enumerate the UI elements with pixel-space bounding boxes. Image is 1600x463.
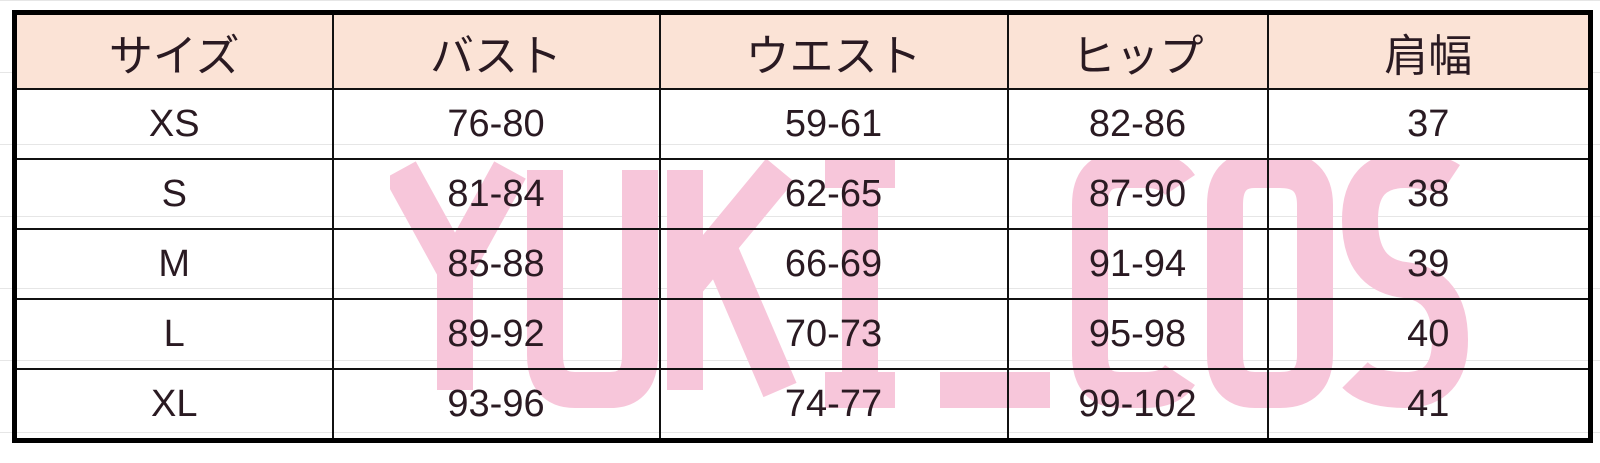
cell-hip: 99-102 [1006, 368, 1269, 442]
header-size: サイズ [13, 11, 334, 90]
cell-waist: 74-77 [658, 368, 1009, 442]
cell-shoulder: 37 [1266, 88, 1592, 160]
table-row: XL 93-96 74-77 99-102 41 [13, 368, 1592, 442]
header-shoulder: 肩幅 [1266, 11, 1592, 90]
header-waist: ウエスト [658, 11, 1009, 90]
header-hip: ヒップ [1006, 11, 1269, 90]
cell-shoulder: 38 [1266, 158, 1592, 230]
cell-hip: 95-98 [1006, 298, 1269, 370]
cell-shoulder: 39 [1266, 228, 1592, 300]
table-row: L 89-92 70-73 95-98 40 [13, 298, 1592, 370]
cell-shoulder: 41 [1266, 368, 1592, 442]
cell-bust: 81-84 [331, 158, 661, 230]
cell-bust: 76-80 [331, 88, 661, 160]
cell-waist: 66-69 [658, 228, 1009, 300]
cell-waist: 62-65 [658, 158, 1009, 230]
cell-bust: 85-88 [331, 228, 661, 300]
header-row: サイズ バスト ウエスト ヒップ 肩幅 [13, 11, 1592, 90]
cell-hip: 87-90 [1006, 158, 1269, 230]
cell-waist: 59-61 [658, 88, 1009, 160]
cell-size: XL [13, 368, 334, 442]
cell-hip: 91-94 [1006, 228, 1269, 300]
cell-hip: 82-86 [1006, 88, 1269, 160]
cell-bust: 93-96 [331, 368, 661, 442]
cell-size: S [13, 158, 334, 230]
cell-shoulder: 40 [1266, 298, 1592, 370]
table-row: XS 76-80 59-61 82-86 37 [13, 88, 1592, 160]
table-row: S 81-84 62-65 87-90 38 [13, 158, 1592, 230]
size-chart-table: サイズ バスト ウエスト ヒップ 肩幅 XS 76-80 59-61 82-86 37 S… [12, 10, 1593, 443]
table-row: M 85-88 66-69 91-94 39 [13, 228, 1592, 300]
cell-waist: 70-73 [658, 298, 1009, 370]
cell-size: L [13, 298, 334, 370]
cell-size: XS [13, 88, 334, 160]
header-bust: バスト [331, 11, 661, 90]
cell-size: M [13, 228, 334, 300]
cell-bust: 89-92 [331, 298, 661, 370]
